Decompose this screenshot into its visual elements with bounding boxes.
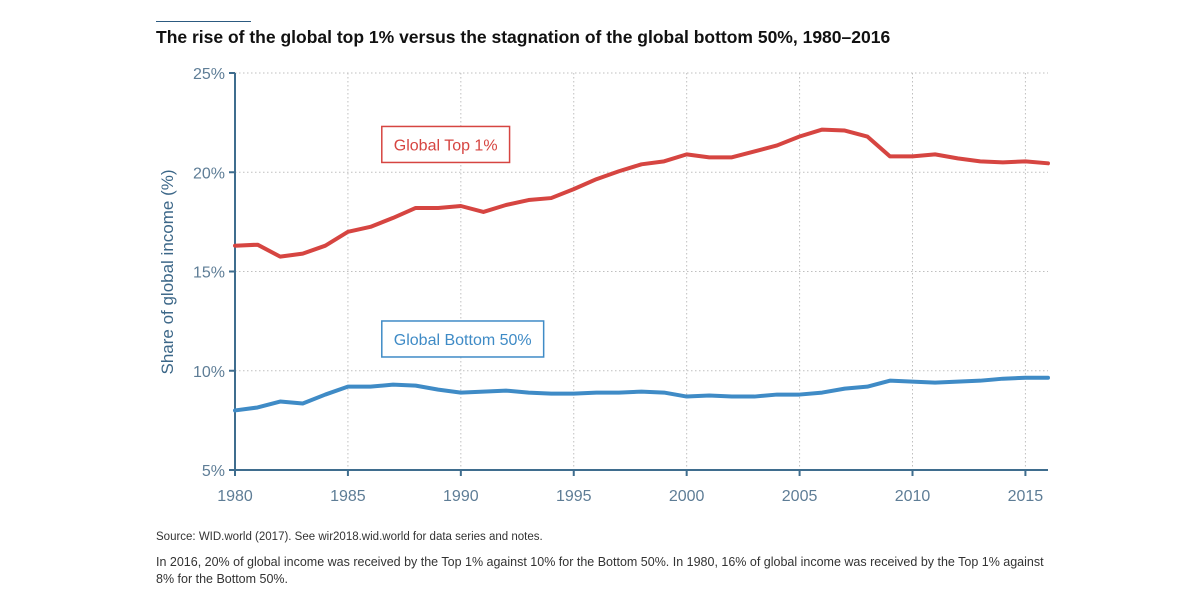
x-tick-label: 2010 (895, 488, 931, 505)
line-chart: 5% 10% 15% 20% 25% 1980 1985 1990 1995 2000 2005 20… (193, 66, 1050, 505)
series-line (233, 127, 1050, 259)
x-tick-label: 2005 (782, 488, 818, 505)
series-label-text: Global Bottom 50% (394, 332, 532, 349)
series-labels: Global Top 1% Global Bottom 50% (381, 125, 545, 358)
y-tick-label: 20% (193, 165, 225, 182)
x-tick-label: 2015 (1008, 488, 1044, 505)
y-tick-label: 5% (202, 463, 225, 480)
series-lines (233, 127, 1050, 413)
series-line (233, 375, 1050, 413)
series-label-box (381, 320, 545, 358)
title-rule (156, 21, 251, 22)
x-tick-label: 2000 (669, 488, 705, 505)
axes (229, 72, 1048, 476)
series-label: Global Top 1% (381, 125, 511, 164)
chart-title: The rise of the global top 1% versus the… (156, 27, 891, 47)
grid-lines (235, 72, 1048, 470)
y-tick-label: 15% (193, 265, 225, 282)
x-tick-label: 1985 (330, 488, 366, 505)
y-tick-label: 25% (193, 66, 225, 83)
tick-labels: 5% 10% 15% 20% 25% 1980 1985 1990 1995 2000 2005 20… (193, 66, 1043, 505)
y-tick-label: 10% (193, 364, 225, 381)
x-tick-label: 1990 (443, 488, 479, 505)
source-note: Source: WID.world (2017). See wir2018.wi… (156, 531, 543, 543)
x-tick-label: 1995 (556, 488, 592, 505)
x-tick-label: 1980 (217, 488, 253, 505)
summary-note: In 2016, 20% of global income was receiv… (156, 555, 1044, 586)
series-label-text: Global Top 1% (394, 137, 498, 154)
series-label: Global Bottom 50% (381, 320, 545, 358)
series-label-box (381, 125, 511, 164)
